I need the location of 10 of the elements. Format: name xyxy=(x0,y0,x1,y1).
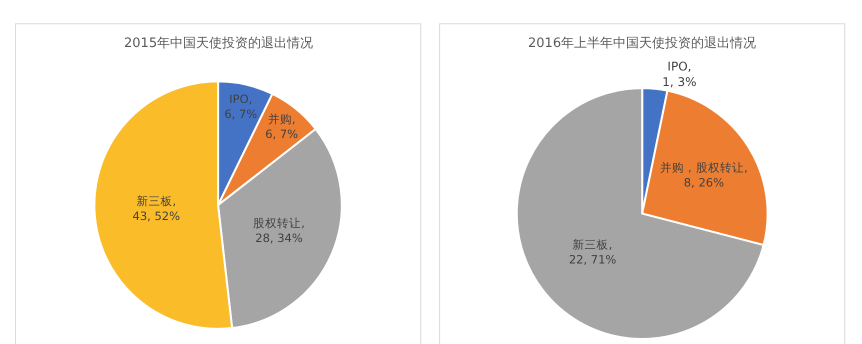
chart-title: 2016年上半年中国天使投资的退出情况 xyxy=(528,36,756,51)
slice-label: IPO, 6, 7% xyxy=(224,92,258,122)
pie-slice xyxy=(516,87,765,340)
slice-label: 新三板, 22, 71% xyxy=(568,237,616,266)
slice-label: 并购，股权转让, 8, 26% xyxy=(660,160,748,190)
chart-title: 2015年中国天使投资的退出情况 xyxy=(124,36,314,51)
slice-label: 新三板, 43, 52% xyxy=(132,194,180,224)
slice-label: 并购, 6, 7% xyxy=(265,112,298,142)
slice-label: 股权转让, 28, 34% xyxy=(253,216,305,246)
slice-label: IPO, 1, 3% xyxy=(662,59,697,89)
